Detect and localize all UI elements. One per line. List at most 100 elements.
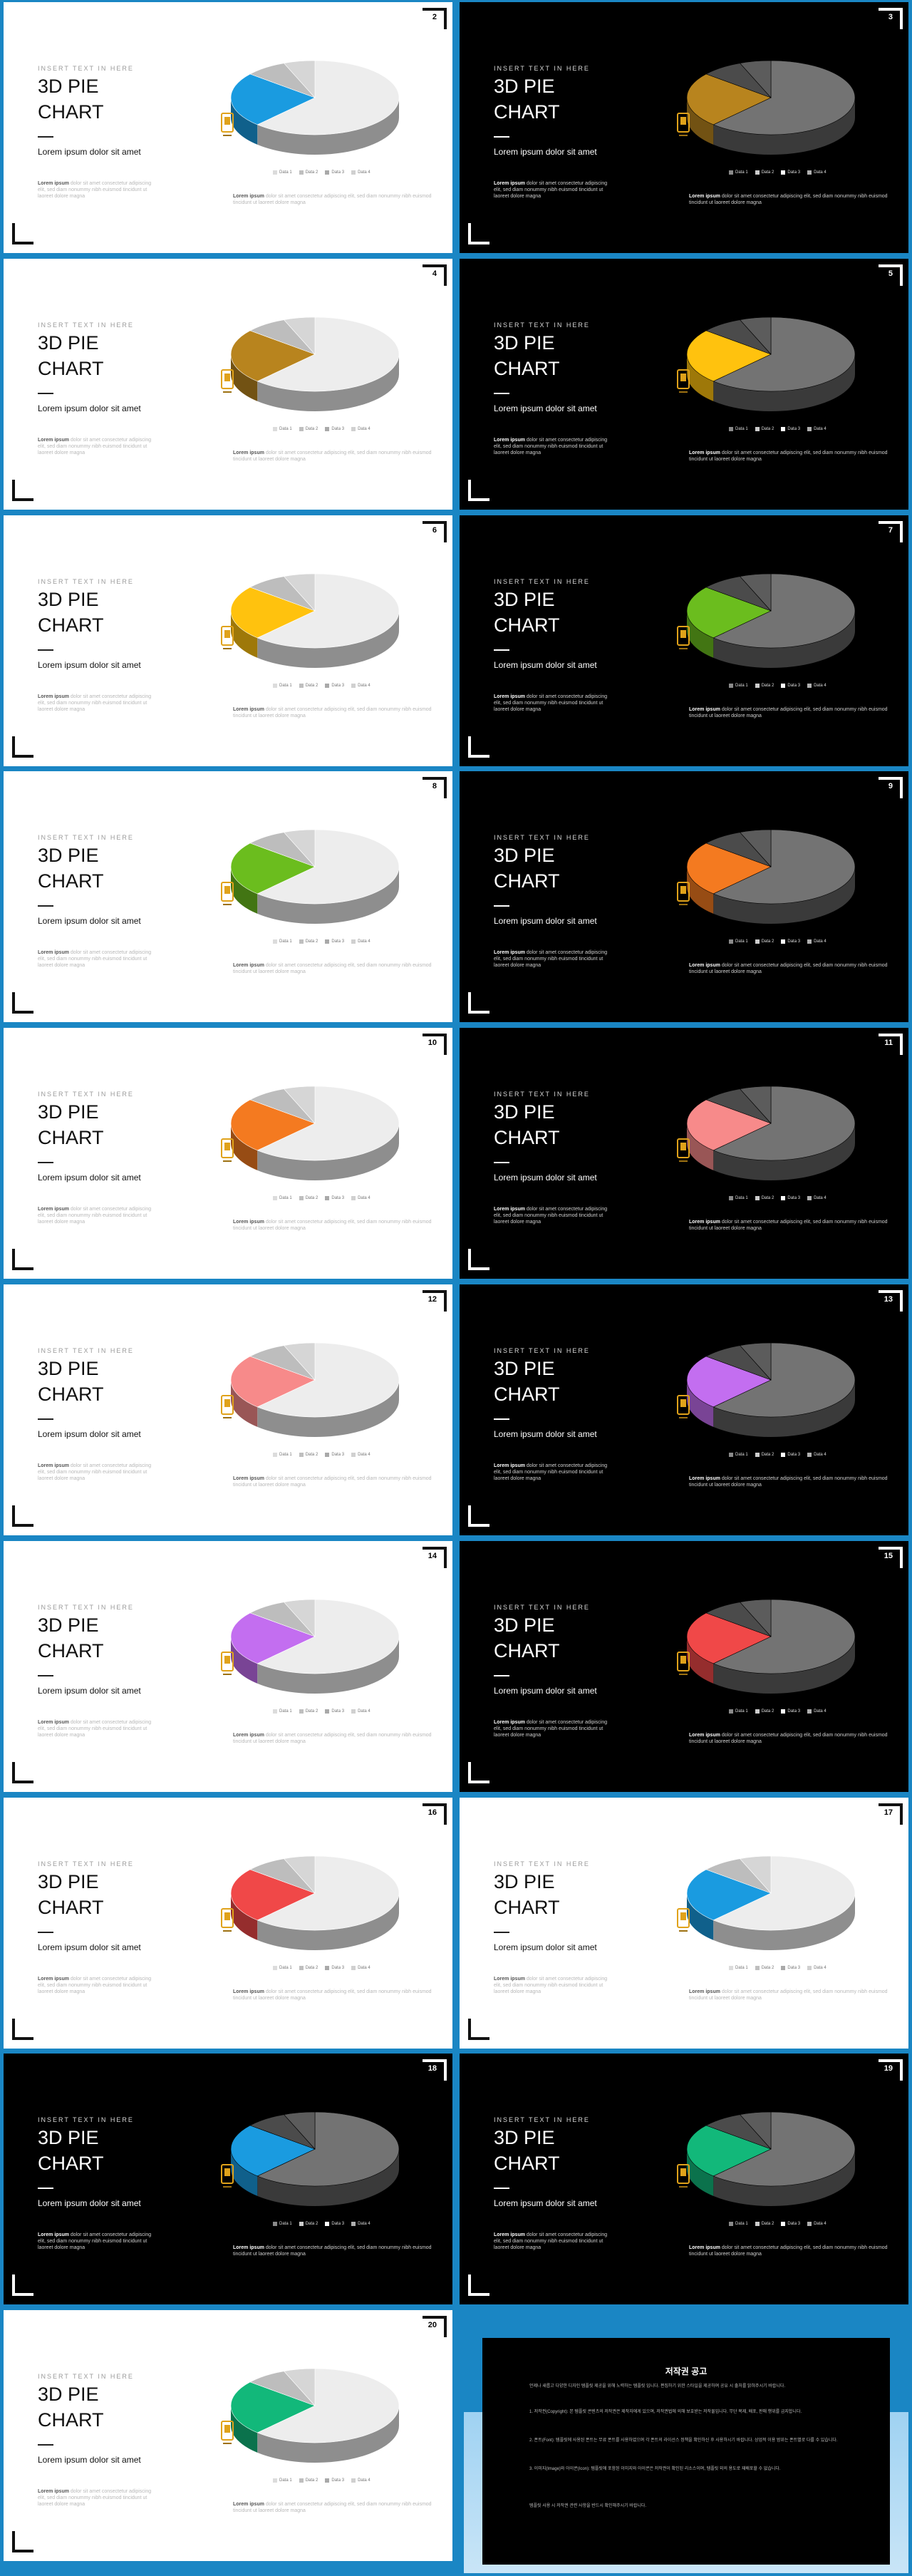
slide-7[interactable]: 7 INSERT TEXT IN HERE 3D PIE CHART Lorem ips… (460, 515, 908, 766)
body-right-text: dolor sit amet consectetur adipiscing el… (689, 706, 888, 718)
slide-15[interactable]: 15 INSERT TEXT IN HERE 3D PIE CHART Lorem ip… (460, 1540, 908, 1792)
body-text-right: Lorem ipsum dolor sit amet consectetur a… (233, 706, 432, 719)
legend-item: Data 2 (755, 683, 774, 688)
pie-slice-data-2 (686, 1612, 772, 1664)
slide-title-line2: CHART (38, 1127, 104, 1149)
pie-side-data-2 (687, 1380, 714, 1427)
pie-slice-data-4 (283, 1599, 316, 1637)
slide-title-line2: CHART (38, 2153, 104, 2175)
badge-core (224, 886, 230, 895)
slide-18[interactable]: 18 INSERT TEXT IN HERE 3D PIE CHART Lorem ip… (4, 2054, 452, 2305)
slide-kicker: INSERT TEXT IN HERE (38, 577, 134, 585)
slide-number: 8 (432, 782, 437, 791)
body-lead: Lorem ipsum (494, 1207, 525, 1212)
corner-mark-bottom-left (468, 1761, 489, 1783)
body-right-text: dolor sit amet consectetur adipiscing el… (233, 2245, 432, 2257)
legend-item: Data 2 (299, 1965, 318, 1970)
badge-caption (223, 904, 232, 906)
legend-item: Data 4 (351, 683, 370, 688)
badge-core (680, 629, 686, 638)
pie-side-data-2 (231, 1123, 258, 1171)
legend-swatch (781, 683, 786, 688)
corner-mark-top-right (423, 264, 447, 286)
slide-title-line2: CHART (494, 1896, 560, 1918)
legend-swatch (299, 1453, 304, 1457)
badge-frame (221, 369, 234, 389)
slide-11[interactable]: 11 INSERT TEXT IN HERE 3D PIE CHART Lorem ip… (460, 1028, 908, 1279)
legend-label: Data 3 (331, 2222, 345, 2227)
corner-mark-bottom-left (468, 2018, 489, 2040)
legend-swatch (781, 1709, 786, 1714)
copyright-notice-slide[interactable]: 저작권 공고 언제나 새롭고 다양한 디자인 템플릿 제공을 위해 노력하는 템… (464, 2325, 908, 2573)
legend-swatch (273, 2478, 277, 2483)
pie-side-data-2 (687, 98, 714, 145)
body-lead: Lorem ipsum (38, 1976, 69, 1982)
slide-title: 3D PIE CHART (38, 587, 104, 638)
slide-number: 4 (432, 269, 437, 278)
slide-5[interactable]: 5 INSERT TEXT IN HERE 3D PIE CHART Lorem ips… (460, 258, 908, 510)
slide-14[interactable]: 14 INSERT TEXT IN HERE 3D PIE CHART Lorem ip… (4, 1540, 452, 1792)
pie-chart-3d (230, 1855, 400, 1950)
slide-kicker: INSERT TEXT IN HERE (494, 1347, 590, 1354)
legend-swatch (755, 2222, 760, 2227)
slide-title: 3D PIE CHART (38, 1099, 104, 1150)
slide-kicker: INSERT TEXT IN HERE (494, 65, 590, 72)
chart-legend: Data 1 Data 2 Data 3 Data 4 (273, 1965, 370, 1970)
slide-8[interactable]: 8 INSERT TEXT IN HERE 3D PIE CHART Lorem ips… (4, 771, 452, 1023)
pie-slice-data-4 (283, 316, 316, 355)
body-text-left: Lorem ipsum dolor sit amet consectetur a… (38, 180, 159, 200)
slide-6[interactable]: 6 INSERT TEXT IN HERE 3D PIE CHART Lorem ips… (4, 515, 452, 766)
legend-swatch (273, 2222, 277, 2227)
slide-9[interactable]: 9 INSERT TEXT IN HERE 3D PIE CHART Lorem ips… (460, 771, 908, 1023)
slide-3[interactable]: 3 INSERT TEXT IN HERE 3D PIE CHART Lorem ips… (460, 2, 908, 253)
body-right-text: dolor sit amet consectetur adipiscing el… (689, 1989, 888, 2001)
legend-label: Data 1 (279, 683, 292, 688)
body-lead: Lorem ipsum (38, 950, 69, 956)
slide-2[interactable]: 2 INSERT TEXT IN HERE 3D PIE CHART Lorem ips… (4, 2, 452, 253)
pie-side-data-1 (713, 1380, 855, 1437)
slide-title: 3D PIE CHART (38, 1356, 104, 1407)
pie-side-data-1 (713, 1636, 855, 1694)
badge-frame (677, 113, 690, 133)
slide-number: 18 (428, 2064, 437, 2073)
legend-label: Data 4 (814, 1709, 826, 1714)
slide-16[interactable]: 16 INSERT TEXT IN HERE 3D PIE CHART Lorem ip… (4, 1797, 452, 2049)
legend-swatch (755, 170, 760, 175)
badge-caption (223, 1160, 232, 1163)
body-text-right: Lorem ipsum dolor sit amet consectetur a… (233, 1219, 432, 1232)
slide-19[interactable]: 19 INSERT TEXT IN HERE 3D PIE CHART Lorem ip… (460, 2054, 908, 2305)
legend-label: Data 2 (761, 683, 774, 688)
slide-13[interactable]: 13 INSERT TEXT IN HERE 3D PIE CHART Lorem ip… (460, 1284, 908, 1535)
slide-title: 3D PIE CHART (38, 1612, 104, 1664)
slide-17[interactable]: 17 INSERT TEXT IN HERE 3D PIE CHART Lorem ip… (460, 1797, 908, 2049)
legend-item: Data 2 (299, 2222, 318, 2227)
legend-label: Data 3 (331, 1965, 345, 1970)
legend-item: Data 4 (351, 2222, 370, 2227)
pie-slice-data-2 (686, 1099, 772, 1151)
title-rule (494, 1418, 509, 1420)
legend-swatch (299, 2222, 304, 2227)
pie-side-data-1 (257, 1380, 399, 1437)
legend-label: Data 1 (279, 1965, 292, 1970)
slide-20[interactable]: 20 INSERT TEXT IN HERE 3D PIE CHART Lorem ip… (4, 2310, 452, 2562)
legend-swatch (755, 683, 760, 688)
legend-swatch (325, 683, 330, 688)
logo-badge-icon (221, 1395, 234, 1418)
pie-side-data-1 (713, 867, 855, 924)
legend-swatch (729, 939, 733, 944)
slide-title-line2: CHART (38, 101, 104, 123)
legend-swatch (755, 1453, 760, 1457)
slide-10[interactable]: 10 INSERT TEXT IN HERE 3D PIE CHART Lorem ip… (4, 1028, 452, 1279)
slide-12[interactable]: 12 INSERT TEXT IN HERE 3D PIE CHART Lorem ip… (4, 1284, 452, 1535)
body-text-right: Lorem ipsum dolor sit amet consectetur a… (689, 1475, 888, 1488)
slide-4[interactable]: 4 INSERT TEXT IN HERE 3D PIE CHART Lorem ips… (4, 258, 452, 510)
pie-side-data-2 (231, 1380, 258, 1427)
pie-slice-data-4 (283, 60, 316, 98)
legend-item: Data 1 (729, 1196, 748, 1201)
corner-mark-top-right (423, 1290, 447, 1312)
legend-item: Data 1 (273, 2478, 292, 2483)
slide-kicker: INSERT TEXT IN HERE (494, 321, 590, 329)
legend-item: Data 3 (325, 939, 344, 944)
legend-item: Data 2 (299, 170, 318, 175)
pie-slice-data-4 (739, 316, 772, 355)
